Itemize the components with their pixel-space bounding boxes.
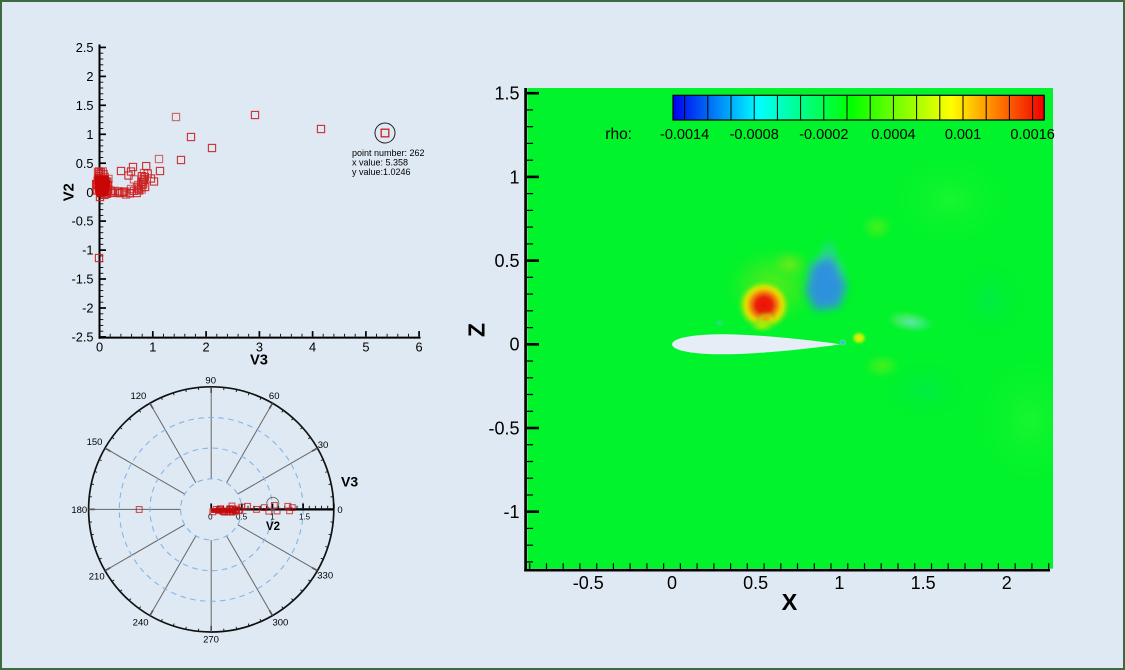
svg-text:5: 5 [362,340,369,355]
svg-text:1: 1 [149,340,156,355]
svg-text:0.5: 0.5 [236,513,248,522]
svg-text:rho:: rho: [605,126,632,143]
svg-text:-0.0014: -0.0014 [660,127,709,143]
svg-text:-1: -1 [503,502,519,522]
svg-text:0.0016: 0.0016 [1010,127,1054,143]
svg-text:0: 0 [96,340,103,355]
svg-text:150: 150 [87,437,103,448]
svg-text:1.5: 1.5 [299,513,311,522]
svg-text:4: 4 [309,340,316,355]
svg-text:60: 60 [269,391,280,402]
svg-text:V3: V3 [341,473,358,489]
svg-text:0: 0 [86,185,93,200]
svg-text:-1: -1 [82,243,93,258]
svg-text:1: 1 [86,127,93,142]
svg-text:0.0004: 0.0004 [871,127,915,143]
svg-text:0.5: 0.5 [76,156,94,171]
svg-text:-1.5: -1.5 [71,272,93,287]
svg-text:point number: 262: point number: 262 [352,148,425,158]
svg-text:x value: 5.358: x value: 5.358 [352,158,408,168]
svg-text:330: 330 [317,571,333,582]
svg-text:y value:1.0246: y value:1.0246 [352,167,411,177]
svg-text:3: 3 [256,340,263,355]
svg-text:0.5: 0.5 [743,573,768,593]
svg-text:-2.5: -2.5 [71,330,93,345]
svg-text:0: 0 [208,513,213,522]
svg-text:300: 300 [272,618,288,629]
svg-text:1.5: 1.5 [76,98,94,113]
svg-text:1: 1 [509,167,519,187]
svg-text:1: 1 [834,573,844,593]
svg-text:210: 210 [89,572,105,583]
svg-text:2: 2 [203,340,210,355]
svg-text:1: 1 [270,513,275,522]
svg-text:V2: V2 [266,521,280,533]
svg-text:Z: Z [464,323,490,337]
svg-text:2.5: 2.5 [76,40,94,55]
svg-text:0.5: 0.5 [494,251,519,271]
svg-text:270: 270 [203,635,219,646]
svg-text:120: 120 [130,391,146,402]
svg-text:90: 90 [205,376,216,387]
svg-text:V2: V2 [62,183,78,201]
svg-text:2: 2 [86,69,93,84]
svg-text:0: 0 [337,505,342,516]
svg-text:240: 240 [133,618,149,629]
svg-text:V3: V3 [250,352,268,368]
svg-text:X: X [782,589,798,615]
svg-text:-2: -2 [82,301,93,316]
svg-text:2: 2 [1002,573,1012,593]
svg-text:-0.5: -0.5 [573,573,604,593]
svg-text:180: 180 [71,505,87,516]
svg-text:-0.0008: -0.0008 [730,127,779,143]
svg-text:-0.5: -0.5 [488,418,519,438]
svg-text:0.001: 0.001 [945,127,981,143]
svg-text:30: 30 [318,440,329,451]
svg-text:1.5: 1.5 [494,84,519,104]
svg-text:6: 6 [416,340,423,355]
svg-text:-0.0002: -0.0002 [799,127,848,143]
svg-text:0: 0 [667,573,677,593]
svg-text:-0.5: -0.5 [71,214,93,229]
svg-text:1.5: 1.5 [911,573,936,593]
svg-text:0: 0 [509,335,519,355]
